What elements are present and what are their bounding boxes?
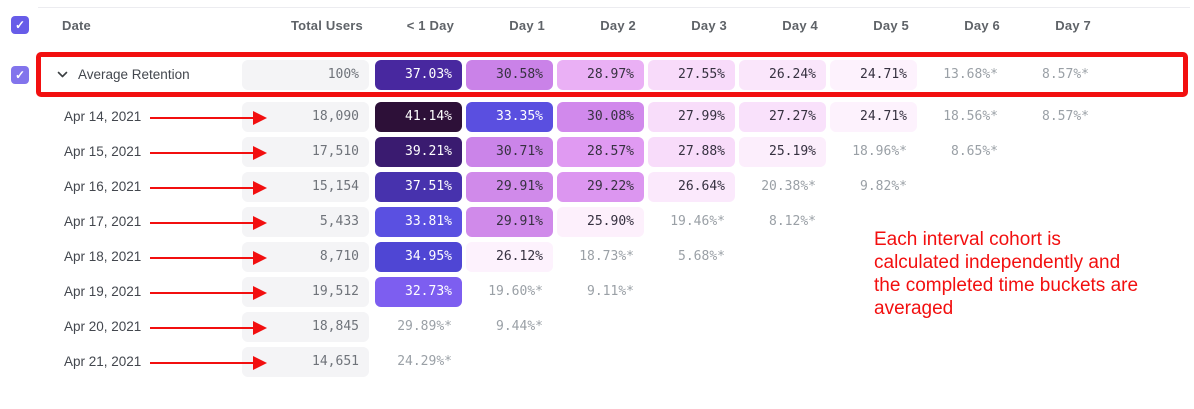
cohort-date-label: Apr 20, 2021 [64,319,142,334]
column-header-day1: Day 1 [509,17,545,33]
top-divider [38,7,1190,8]
retention-value-cell[interactable]: 30.08% [557,101,644,132]
retention-value-cell[interactable]: 41.14% [375,101,462,132]
row-label-cell: Apr 14, 2021 [40,109,240,124]
total-users-cell: 15,154 [242,171,369,202]
retention-value-cell[interactable]: 30.71% [466,136,553,167]
retention-value-cell[interactable]: 26.64% [648,171,735,202]
retention-value-cell[interactable]: 9.44%* [496,319,543,334]
retention-value-cell[interactable]: 26.12% [466,241,553,272]
cohort-date-label: Apr 18, 2021 [64,249,142,264]
total-users-cell: 14,651 [242,346,369,377]
cohort-row: Apr 14, 2021 18,090 41.14% 33.35% 30.08% 27.9… [0,99,1101,134]
retention-value-cell[interactable]: 18.96%* [852,144,907,159]
cohort-row: Apr 15, 2021 17,510 39.21% 30.71% 28.57% 27.8… [0,134,1101,169]
retention-value-cell[interactable]: 9.82%* [860,179,907,194]
row-label-cell: Apr 19, 2021 [40,284,240,299]
column-header-total: Total Users [290,17,363,33]
total-users-cell: 18,845 [242,311,369,342]
retention-value-cell[interactable]: 27.55% [648,59,735,90]
retention-value-cell[interactable]: 18.56%* [943,109,998,124]
column-header-day4: Day 4 [782,17,818,33]
cohort-date-label: Apr 19, 2021 [64,284,142,299]
row-label-cell: Apr 18, 2021 [40,249,240,264]
row-label-cell: Apr 20, 2021 [40,319,240,334]
cohort-row: Apr 16, 2021 15,154 37.51% 29.91% 29.22% 26.6… [0,169,1101,204]
retention-value-cell[interactable]: 25.19% [739,136,826,167]
column-header-day2: Day 2 [600,17,636,33]
average-retention-row: ✓ Average Retention 100% 37.03% 30.58% 28.97%… [0,57,1101,92]
retention-value-cell[interactable]: 27.99% [648,101,735,132]
row-select-cell: ✓ [0,65,40,84]
retention-value-cell[interactable]: 9.11%* [587,284,634,299]
retention-value-cell[interactable]: 29.89%* [397,319,452,334]
chevron-down-icon[interactable] [57,71,68,78]
retention-value-cell[interactable]: 27.27% [739,101,826,132]
row-label-cell: Apr 21, 2021 [40,354,240,369]
retention-value-cell[interactable]: 37.03% [375,59,462,90]
retention-value-cell[interactable]: 27.88% [648,136,735,167]
retention-value-cell[interactable]: 28.57% [557,136,644,167]
retention-value-cell[interactable]: 8.57%* [1042,109,1089,124]
retention-value-cell[interactable]: 29.91% [466,206,553,237]
retention-value-cell[interactable]: 24.29%* [397,354,452,369]
cohort-date-label: Apr 15, 2021 [64,144,142,159]
row-label-cell: Apr 17, 2021 [40,214,240,229]
cohort-date-label: Apr 16, 2021 [64,179,142,194]
column-header-lt1day: < 1 Day [406,17,454,33]
retention-value-cell[interactable]: 30.58% [466,59,553,90]
retention-value-cell[interactable]: 19.60%* [488,284,543,299]
select-all-cell: ✓ [0,16,40,34]
retention-value-cell[interactable]: 26.24% [739,59,826,90]
retention-value-cell[interactable]: 33.35% [466,101,553,132]
cohort-date-label: Apr 21, 2021 [64,354,142,369]
column-header-day5: Day 5 [873,17,909,33]
retention-value-cell[interactable]: 20.38%* [761,179,816,194]
retention-value-cell[interactable]: 37.51% [375,171,462,202]
column-header-day3: Day 3 [691,17,727,33]
select-all-checkbox[interactable]: ✓ [11,16,29,34]
check-icon: ✓ [14,67,26,82]
row-label-cell: Average Retention [40,67,240,82]
retention-value-cell[interactable]: 28.97% [557,59,644,90]
column-header-date: Date [62,17,91,33]
retention-value-cell[interactable]: 8.12%* [769,214,816,229]
retention-value-cell[interactable]: 34.95% [375,241,462,272]
table-header-row: ✓ Date Total Users < 1 Day Day 1 Day 2 Day 3 Da… [0,8,1101,42]
total-users-cell: 18,090 [242,101,369,132]
annotation-note: Each interval cohort is calculated indep… [874,229,1139,319]
row-select-checkbox[interactable]: ✓ [11,65,29,84]
total-users-cell: 8,710 [242,241,369,272]
average-retention-label: Average Retention [78,67,190,82]
retention-value-cell[interactable]: 25.90% [557,206,644,237]
retention-value-cell[interactable]: 24.71% [830,101,917,132]
retention-value-cell[interactable]: 18.73%* [579,249,634,264]
retention-value-cell[interactable]: 32.73% [375,276,462,307]
check-icon: ✓ [14,18,26,32]
retention-value-cell[interactable]: 24.71% [830,59,917,90]
retention-table: ✓ Date Total Users < 1 Day Day 1 Day 2 Day 3 Da… [0,8,1101,379]
row-label-cell: Apr 16, 2021 [40,179,240,194]
column-header-day7: Day 7 [1055,17,1091,33]
retention-value-cell[interactable]: 29.91% [466,171,553,202]
row-label-cell: Apr 15, 2021 [40,144,240,159]
total-users-cell: 5,433 [242,206,369,237]
cohort-date-label: Apr 17, 2021 [64,214,142,229]
total-users-cell: 17,510 [242,136,369,167]
retention-value-cell[interactable]: 8.65%* [951,144,998,159]
cohort-row: Apr 21, 2021 14,651 24.29%* [0,344,1101,379]
column-header-day6: Day 6 [964,17,1000,33]
retention-value-cell[interactable]: 13.68%* [943,67,998,82]
retention-value-cell[interactable]: 5.68%* [678,249,725,264]
cohort-date-label: Apr 14, 2021 [64,109,142,124]
retention-value-cell[interactable]: 19.46%* [670,214,725,229]
retention-value-cell[interactable]: 8.57%* [1042,67,1089,82]
retention-value-cell[interactable]: 39.21% [375,136,462,167]
retention-value-cell[interactable]: 29.22% [557,171,644,202]
total-users-cell: 100% [242,59,369,90]
retention-value-cell[interactable]: 33.81% [375,206,462,237]
total-users-cell: 19,512 [242,276,369,307]
cohort-row: Apr 17, 2021 5,433 33.81% 29.91% 25.90% 19.46… [0,204,1101,239]
